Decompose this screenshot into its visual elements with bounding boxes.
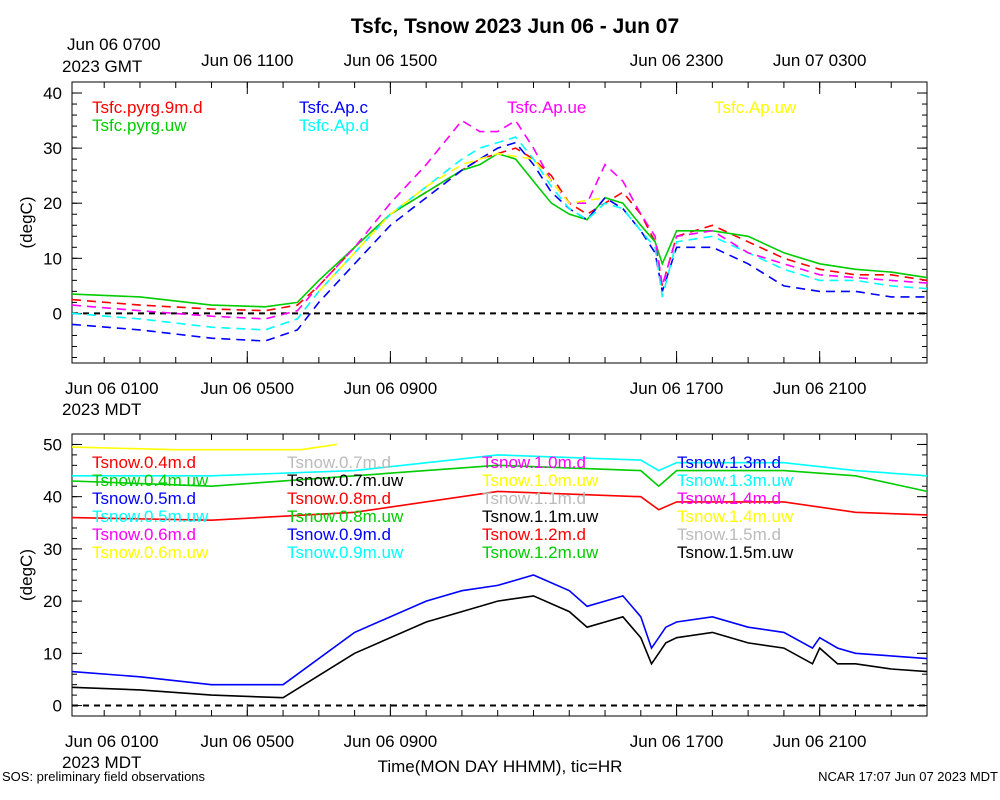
series-line-tsnow-0-4m-uw bbox=[71, 464, 928, 493]
x-axis-origin-tz: 2023 MDT bbox=[62, 400, 141, 419]
series-line-tsfc-ap-c bbox=[71, 141, 927, 342]
legend-tsnow-0-7m-uw: Tsnow.0.7m.uw bbox=[287, 471, 404, 490]
legend-tsnow-1-2m-d: Tsnow.1.2m.d bbox=[482, 525, 586, 544]
footer-left: SOS: preliminary field observations bbox=[2, 769, 206, 784]
top-panel: Jun 06 0100 2023 MDT Jun 06 0500 Jun 06 090… bbox=[17, 35, 928, 419]
legend-tsfc-ap-ue: Tsfc.Ap.ue bbox=[507, 98, 586, 117]
y-tick-label: 30 bbox=[43, 540, 62, 559]
y-tick-label: 20 bbox=[43, 194, 62, 213]
y-tick-label: 10 bbox=[43, 249, 62, 268]
x-axis-origin-date: Jun 06 0100 bbox=[65, 379, 159, 398]
legend-tsnow-1-1m-d: Tsnow.1.1m.d bbox=[482, 489, 586, 508]
legend-tsfc-pyrg-uw: Tsfc.pyrg.uw bbox=[92, 116, 187, 135]
legend-tsnow-0-4m-uw: Tsnow.0.4m.uw bbox=[92, 471, 209, 490]
legend-tsnow-1-2m-uw: Tsnow.1.2m.uw bbox=[482, 543, 599, 562]
legend-tsnow-1-4m-d: Tsnow.1.4m.d bbox=[677, 489, 781, 508]
series-line-tsnow-0-6m-uw bbox=[71, 443, 337, 451]
y-tick-label: 10 bbox=[43, 644, 62, 663]
series-line-tsnow-0-8m-d bbox=[71, 490, 928, 522]
legend-tsnow-0-8m-d: Tsnow.0.8m.d bbox=[287, 489, 391, 508]
x-tick-label: Jun 06 0500 bbox=[200, 379, 294, 398]
bottom-panel: Jun 06 0100 2023 MDT Jun 06 0500 Jun 06 090… bbox=[17, 433, 928, 776]
y-axis-label: (degC) bbox=[17, 197, 36, 249]
legend-tsnow-1-3m-uw: Tsnow.1.3m.uw bbox=[677, 471, 794, 490]
series-line-tsfc-ap-d bbox=[71, 136, 928, 331]
top-axis-origin-tz: 2023 GMT bbox=[62, 57, 142, 76]
x-tick-label: Jun 06 1700 bbox=[630, 732, 724, 751]
top-axis-origin-date: Jun 06 0700 bbox=[67, 35, 161, 54]
x-axis-origin-date: Jun 06 0100 bbox=[65, 732, 159, 751]
legend-tsnow-0-8m-uw: Tsnow.0.8m.uw bbox=[287, 507, 404, 526]
series-line-tsfc-pyrg-9m-d bbox=[71, 147, 928, 312]
y-tick-label: 40 bbox=[43, 488, 62, 507]
legend-tsnow-0-6m-uw: Tsnow.0.6m.uw bbox=[92, 543, 209, 562]
legend-tsnow-1-5m-uw: Tsnow.1.5m.uw bbox=[677, 543, 794, 562]
legend-tsnow-1-4m-uw: Tsnow.1.4m.uw bbox=[677, 507, 794, 526]
legend-tsfc-ap-c: Tsfc.Ap.c bbox=[299, 98, 368, 117]
series-line-tsfc-ap-uw bbox=[318, 152, 606, 292]
legend-tsnow-1-3m-d: Tsnow.1.3m.d bbox=[677, 453, 781, 472]
top-tick-label: Jun 06 2300 bbox=[630, 51, 724, 70]
series-line-tsfc-ap-ue bbox=[71, 119, 928, 320]
x-tick-label: Jun 06 2100 bbox=[773, 732, 867, 751]
legend-tsnow-0-6m-d: Tsnow.0.6m.d bbox=[92, 525, 196, 544]
legend-tsfc-ap-uw: Tsfc.Ap.uw bbox=[714, 98, 797, 117]
legend-tsnow-1-0m-d: Tsnow.1.0m.d bbox=[482, 453, 586, 472]
legend-tsnow-0-5m-d: Tsnow.0.5m.d bbox=[92, 489, 196, 508]
legend-tsnow-1-1m-uw: Tsnow.1.1m.uw bbox=[482, 507, 599, 526]
plot-frame bbox=[71, 81, 928, 364]
footer-right: NCAR 17:07 Jun 07 2023 MDT bbox=[818, 769, 998, 784]
x-tick-label: Jun 06 2100 bbox=[773, 379, 867, 398]
series-line-tsnow-0-9m-uw bbox=[72, 454, 928, 477]
chart-title: Tsfc, Tsnow 2023 Jun 06 - Jun 07 bbox=[351, 15, 679, 38]
top-tick-label: Jun 06 1500 bbox=[344, 51, 438, 70]
series-line-tsnow-0-9m-d bbox=[71, 574, 928, 686]
x-tick-label: Jun 06 1700 bbox=[630, 379, 724, 398]
legend-tsnow-0-9m-d: Tsnow.0.9m.d bbox=[287, 525, 391, 544]
legend-tsfc-pyrg-9m-d: Tsfc.pyrg.9m.d bbox=[92, 98, 203, 117]
y-tick-label: 40 bbox=[43, 84, 62, 103]
series-line-tsnow-0-7m-uw bbox=[71, 595, 928, 699]
top-tick-label: Jun 07 0300 bbox=[773, 51, 867, 70]
legend-tsnow-0-5m-uw: Tsnow.0.5m.uw bbox=[92, 507, 209, 526]
y-tick-label: 50 bbox=[43, 435, 62, 454]
y-tick-label: 0 bbox=[53, 697, 62, 716]
legend-tsfc-ap-d: Tsfc.Ap.d bbox=[299, 116, 369, 135]
legend-tsnow-0-7m-d: Tsnow.0.7m.d bbox=[287, 453, 391, 472]
y-axis-label: (degC) bbox=[17, 549, 36, 601]
legend-tsnow-1-0m-uw: Tsnow.1.0m.uw bbox=[482, 471, 599, 490]
x-tick-label: Jun 06 0900 bbox=[344, 379, 438, 398]
y-tick-label: 0 bbox=[53, 304, 62, 323]
x-tick-label: Jun 06 0900 bbox=[344, 732, 438, 751]
legend-tsnow-1-5m-d: Tsnow.1.5m.d bbox=[677, 525, 781, 544]
x-axis-label: Time(MON DAY HHMM), tic=HR bbox=[378, 757, 623, 776]
plot-frame bbox=[71, 433, 928, 717]
legend-tsnow-0-9m-uw: Tsnow.0.9m.uw bbox=[287, 543, 404, 562]
y-tick-label: 20 bbox=[43, 592, 62, 611]
series-line-tsfc-pyrg-uw bbox=[71, 152, 928, 308]
top-tick-label: Jun 06 1100 bbox=[201, 51, 293, 70]
y-tick-label: 30 bbox=[43, 139, 62, 158]
x-tick-label: Jun 06 0500 bbox=[200, 732, 294, 751]
x-axis-origin-tz: 2023 MDT bbox=[62, 753, 141, 772]
legend-tsnow-0-4m-d: Tsnow.0.4m.d bbox=[92, 453, 196, 472]
